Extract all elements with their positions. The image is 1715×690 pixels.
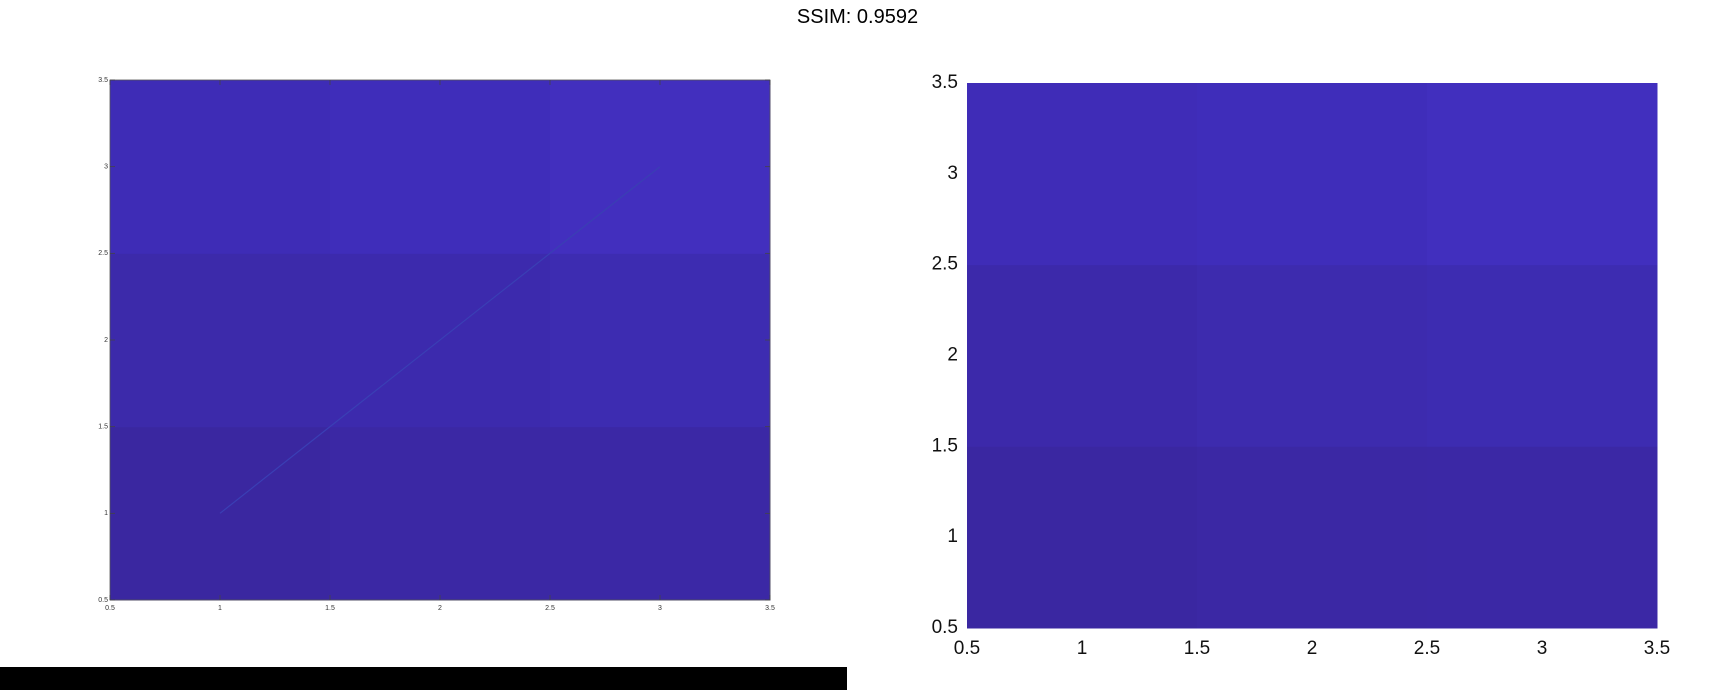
heatmap-cell-0-2 <box>1427 446 1658 629</box>
x-tick-label: 0.5 <box>954 638 980 659</box>
page-title: SSIM: 0.9592 <box>796 6 919 28</box>
x-tick-label: 1.5 <box>325 605 335 612</box>
black-bar <box>0 667 847 690</box>
x-tick-label: 1 <box>1077 638 1088 659</box>
y-tick-label: 3 <box>104 164 108 171</box>
y-tick-label: 3 <box>947 163 958 184</box>
x-tick-label: 0.5 <box>105 605 115 612</box>
x-tick-label: 1 <box>218 605 222 612</box>
heatmap-cell-2-0 <box>110 80 331 254</box>
x-tick-label: 3.5 <box>1644 638 1670 659</box>
heatmap-chart-right: 0.5 1 1.5 2 2.5 3 3.5 0.5 1 1.5 2 2.5 3 3.5 <box>932 72 1671 659</box>
series-line <box>219 166 661 514</box>
heatmap-chart-left: 0.5 1 1.5 2 2.5 3 3.5 0.5 1 1.5 2 2.5 3 3.5 <box>98 77 775 612</box>
y-tick-label: 1 <box>104 510 108 517</box>
heatmap-cell-1-0 <box>967 264 1198 447</box>
y-tick-label: 3.5 <box>932 72 958 93</box>
y-tick-label: 2.5 <box>932 254 958 275</box>
x-tick-label: 2 <box>438 605 442 612</box>
y-tick-label: 3.5 <box>98 77 108 84</box>
x-tick-label: 2.5 <box>1414 638 1440 659</box>
x-tick-label: 1.5 <box>1184 638 1210 659</box>
y-tick-label: 0.5 <box>932 617 958 638</box>
y-tick-label: 1.5 <box>98 424 108 431</box>
y-tick-label: 0.5 <box>98 597 108 604</box>
x-tick-label: 2 <box>1307 638 1318 659</box>
x-tick-label: 3 <box>658 605 662 612</box>
heatmap-cell-2-1 <box>1197 83 1428 266</box>
heatmap-cell-1-2 <box>1427 264 1658 447</box>
heatmap-cell-2-2 <box>1427 83 1658 266</box>
heatmap-cell-0-2 <box>550 426 771 601</box>
heatmap-cell-2-0 <box>967 83 1198 266</box>
y-tick-label: 1 <box>947 526 958 547</box>
x-tick-label: 3.5 <box>765 605 775 612</box>
heatmap-cell-1-0 <box>110 253 331 428</box>
y-tick-label: 2 <box>104 337 108 344</box>
heatmap-cell-2-1 <box>330 80 551 254</box>
heatmap-cell-0-1 <box>330 426 551 601</box>
heatmap-cell-1-2 <box>550 253 771 428</box>
y-tick-label: 2.5 <box>98 250 108 257</box>
heatmap-cell-0-0 <box>967 446 1198 629</box>
y-tick-label: 1.5 <box>932 435 958 456</box>
x-tick-label: 3 <box>1537 638 1548 659</box>
y-tick-label: 2 <box>947 345 958 366</box>
heatmap-cell-1-1 <box>1197 264 1428 447</box>
x-tick-label: 2.5 <box>545 605 555 612</box>
heatmap-cell-0-1 <box>1197 446 1428 629</box>
